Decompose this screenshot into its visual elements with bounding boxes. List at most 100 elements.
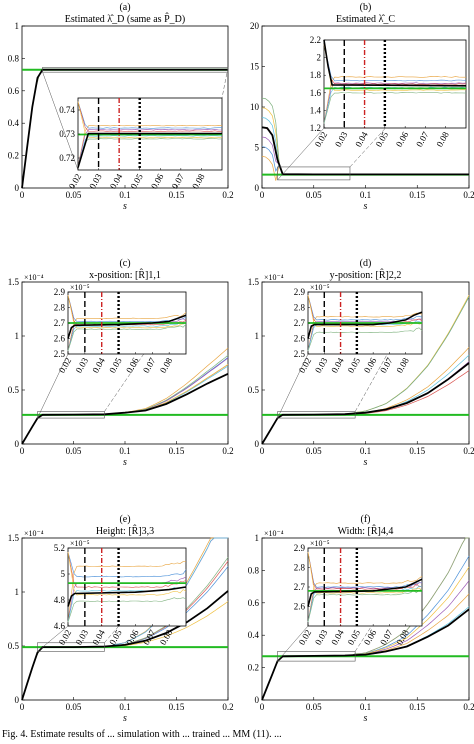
inset-estimate-line bbox=[77, 132, 222, 168]
x-tick-label: 0.05 bbox=[66, 190, 82, 200]
inset-y-tick-label: 2.2 bbox=[310, 35, 321, 45]
inset-run-line bbox=[323, 82, 467, 124]
y-tick-label: 1 bbox=[15, 587, 20, 597]
y-tick-label: 1.5 bbox=[8, 277, 20, 287]
zoom-connector bbox=[277, 625, 309, 662]
inset-run-line bbox=[77, 128, 223, 167]
x-tick-label: 0 bbox=[260, 446, 265, 456]
y-exponent: ×10⁻⁴ bbox=[264, 273, 284, 282]
inset-x-tick-label: 0.05 bbox=[107, 356, 124, 375]
y-tick-label: 0 bbox=[15, 695, 20, 705]
figure-caption: Fig. 4. Estimate results of ... simulati… bbox=[2, 729, 282, 740]
panel-label: (f) bbox=[361, 514, 371, 525]
y-exponent: ×10⁻⁴ bbox=[264, 529, 284, 538]
chart-title: Estimated λ̂_D (same as P̂_D) bbox=[65, 12, 185, 25]
run-line bbox=[21, 364, 229, 445]
x-tick-label: 0.2 bbox=[222, 446, 233, 456]
inset-y-tick-label: 0.74 bbox=[59, 105, 75, 115]
chart-title: Estimated λ̂_C bbox=[336, 14, 395, 25]
y-tick-label: 0.5 bbox=[248, 385, 260, 395]
inset-run-line bbox=[307, 312, 423, 351]
estimate-line bbox=[261, 362, 470, 445]
x-tick-label: 0.1 bbox=[360, 190, 371, 200]
panel-label: (e) bbox=[119, 514, 130, 525]
inset-x-tick-label: 0.03 bbox=[74, 356, 91, 375]
inset-y-tick-label: 2 bbox=[317, 53, 322, 63]
inset-y-tick-label: 2.6 bbox=[294, 334, 306, 344]
y-tick-label: 0 bbox=[255, 439, 260, 449]
x-tick-label: 0.1 bbox=[119, 702, 130, 712]
inset-estimate-line bbox=[307, 311, 423, 339]
zoom-box bbox=[277, 166, 351, 181]
inset-x-tick-label: 0.03 bbox=[74, 628, 91, 647]
inset-x-tick-label: 0.04 bbox=[90, 356, 107, 375]
y-tick-label: 0.4 bbox=[248, 630, 260, 640]
inset-y-tick-label: 1.2 bbox=[310, 123, 321, 133]
y-tick-label: 0.6 bbox=[8, 86, 20, 96]
inset-x-tick-label: 0.06 bbox=[394, 130, 411, 149]
zoom-box bbox=[37, 642, 105, 652]
zoom-connector bbox=[277, 353, 309, 419]
inset-2: 0.02 0.03 0.04 0.05 0.06 0.07 0.082.52.62.72.8… bbox=[54, 283, 187, 375]
inset-y-tick-label: 2.6 bbox=[54, 334, 66, 344]
x-tick-label: 0.2 bbox=[463, 190, 474, 200]
x-tick-label: 0.05 bbox=[66, 446, 82, 456]
x-tick-label: 0.05 bbox=[306, 190, 322, 200]
y-tick-label: 0.4 bbox=[8, 118, 20, 128]
inset-run-line bbox=[307, 576, 423, 623]
inset-x-tick-label: 0.04 bbox=[329, 356, 346, 375]
x-tick-label: 0 bbox=[20, 702, 25, 712]
inset-estimate-line bbox=[307, 578, 423, 607]
inset-y-tick-label: 2.9 bbox=[294, 287, 306, 297]
y-tick-label: 0.5 bbox=[8, 641, 20, 651]
inset-run-line bbox=[77, 135, 223, 167]
inset-x-tick-label: 0.03 bbox=[313, 628, 330, 647]
inset-estimate-line bbox=[67, 586, 187, 607]
inset-run-line bbox=[323, 92, 467, 124]
run-line bbox=[21, 347, 229, 445]
y-tick-label: 0 bbox=[15, 183, 20, 193]
y-tick-label: 1 bbox=[15, 331, 20, 341]
inset-estimate-line bbox=[323, 39, 467, 87]
x-tick-label: 0.15 bbox=[409, 190, 425, 200]
x-tick-label: 0.15 bbox=[409, 702, 425, 712]
y-tick-label: 0.8 bbox=[248, 565, 260, 575]
inset-x-tick-label: 0.05 bbox=[374, 130, 391, 149]
inset-y-tick-label: 2.8 bbox=[294, 303, 306, 313]
inset-run-line bbox=[67, 312, 187, 351]
y-tick-label: 0.8 bbox=[8, 53, 20, 63]
x-tick-label: 0.1 bbox=[360, 446, 371, 456]
inset-run-line bbox=[307, 295, 423, 321]
y-tick-label: 1 bbox=[255, 331, 260, 341]
inset-run-line bbox=[307, 589, 423, 623]
x-axis-label: s bbox=[364, 201, 368, 212]
inset-x-tick-label: 0.04 bbox=[353, 130, 370, 149]
inset-estimate-line bbox=[67, 314, 187, 339]
y-tick-label: 1 bbox=[15, 21, 20, 31]
x-tick-label: 0.1 bbox=[119, 446, 130, 456]
y-tick-label: 0.6 bbox=[248, 598, 260, 608]
run-line bbox=[261, 146, 469, 175]
inset-y-tick-label: 2.6 bbox=[294, 602, 306, 612]
inset-run-line bbox=[307, 551, 423, 594]
inset-run-line bbox=[77, 124, 223, 167]
y-tick-label: 5 bbox=[255, 143, 260, 153]
inset-run-line bbox=[77, 101, 222, 129]
y-exponent: ×10⁻⁴ bbox=[24, 273, 44, 282]
inset-y-tick-label: 2.8 bbox=[294, 563, 306, 573]
inset-y-tick-label: 1.8 bbox=[310, 70, 322, 80]
inset-run-line bbox=[67, 551, 187, 588]
y-tick-label: 1.5 bbox=[248, 277, 260, 287]
zoom-connector bbox=[277, 127, 325, 181]
panel-3: (d)y-position: [R̂]2,2 ×10⁻⁴ 0 0.05 0.1 0.15 0… bbox=[248, 258, 474, 468]
y-tick-label: 0 bbox=[255, 695, 260, 705]
inset-y-tick-label: 2.5 bbox=[294, 349, 306, 359]
panel-5: (f)Width: [R̂]4,4 ×10⁻⁴ 0 0.05 0.1 0.15 0.2 0 0.… bbox=[248, 514, 474, 724]
run-line bbox=[21, 364, 229, 445]
inset-x-tick-label: 0.04 bbox=[329, 628, 346, 647]
x-tick-label: 0.2 bbox=[222, 702, 233, 712]
inset-y-tick-label: 5.2 bbox=[54, 543, 65, 553]
panel-label: (c) bbox=[119, 258, 130, 269]
inset-y-tick-label: 4.8 bbox=[54, 595, 66, 605]
x-tick-label: 0.05 bbox=[66, 702, 82, 712]
